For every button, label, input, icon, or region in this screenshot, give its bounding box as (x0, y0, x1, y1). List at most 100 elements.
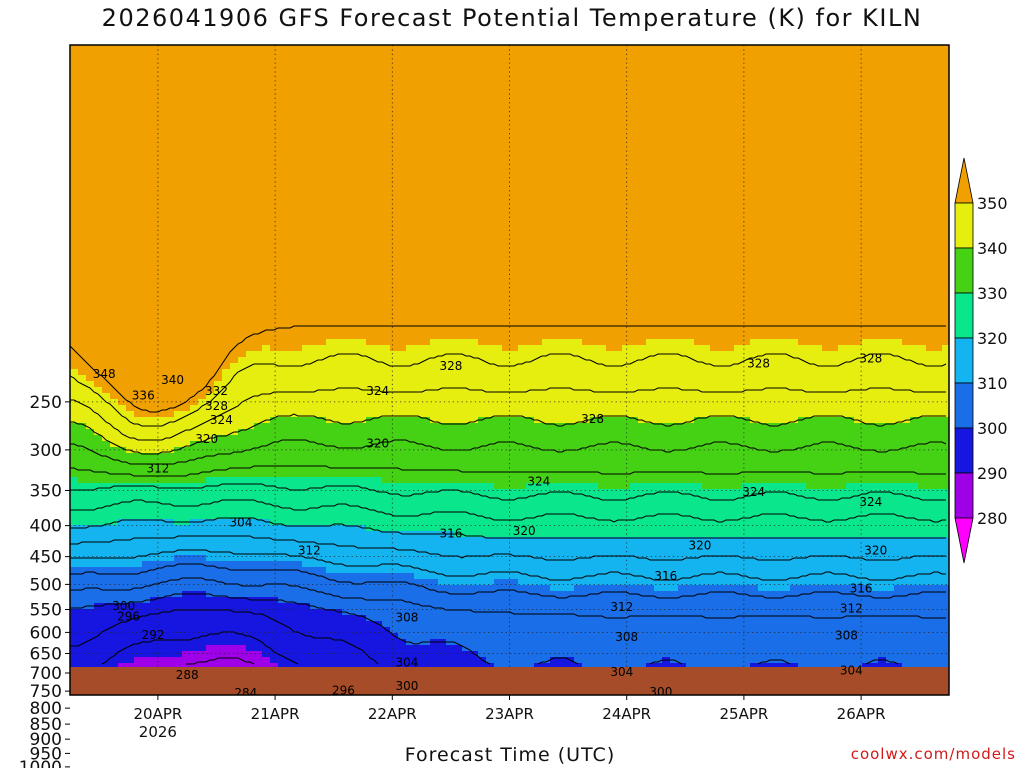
theta-cell (342, 171, 351, 178)
theta-cell (118, 273, 127, 280)
theta-cell (422, 201, 431, 208)
theta-cell (502, 57, 511, 64)
theta-cell (126, 213, 135, 220)
theta-cell (646, 69, 655, 76)
theta-cell (462, 57, 471, 64)
theta-cell (166, 159, 175, 166)
theta-cell (894, 285, 903, 292)
theta-cell (190, 75, 199, 82)
theta-cell (262, 249, 271, 256)
theta-cell (662, 117, 671, 124)
theta-cell (790, 171, 799, 178)
theta-cell (910, 213, 919, 220)
theta-cell (518, 171, 527, 178)
theta-cell (414, 201, 423, 208)
theta-cell (686, 303, 695, 310)
theta-cell (262, 45, 271, 52)
theta-cell (734, 213, 743, 220)
theta-cell (310, 99, 319, 106)
theta-cell (910, 243, 919, 250)
theta-cell (310, 75, 319, 82)
theta-cell (230, 153, 239, 160)
theta-cell (598, 195, 607, 202)
theta-cell (446, 309, 455, 316)
theta-cell (806, 291, 815, 298)
theta-cell (670, 285, 679, 292)
theta-cell (670, 117, 679, 124)
theta-cell (806, 177, 815, 184)
theta-cell (502, 237, 511, 244)
theta-cell (710, 57, 719, 64)
theta-cell (190, 147, 199, 154)
theta-cell (134, 273, 143, 280)
theta-cell (142, 87, 151, 94)
theta-cell (238, 237, 247, 244)
theta-cell (238, 171, 247, 178)
theta-cell (382, 309, 391, 316)
theta-cell (798, 75, 807, 82)
theta-cell (110, 219, 119, 226)
theta-cell (630, 165, 639, 172)
theta-cell (334, 63, 343, 70)
theta-cell (902, 297, 911, 304)
theta-cell (902, 159, 911, 166)
theta-cell (526, 117, 535, 124)
theta-cell (854, 279, 863, 286)
theta-cell (358, 207, 367, 214)
theta-cell (710, 153, 719, 160)
theta-cell (790, 177, 799, 184)
theta-cell (694, 195, 703, 202)
theta-cell (902, 291, 911, 298)
theta-cell (598, 81, 607, 88)
theta-cell (742, 111, 751, 118)
theta-cell (654, 303, 663, 310)
theta-cell (750, 219, 759, 226)
theta-cell (462, 81, 471, 88)
theta-cell (230, 147, 239, 154)
theta-cell (70, 201, 79, 208)
theta-cell (510, 183, 519, 190)
theta-cell (406, 177, 415, 184)
theta-cell (782, 183, 791, 190)
theta-cell (406, 303, 415, 310)
theta-cell (366, 303, 375, 310)
theta-cell (726, 297, 735, 304)
theta-cell (838, 237, 847, 244)
theta-cell (446, 171, 455, 178)
theta-cell (126, 153, 135, 160)
theta-cell (670, 93, 679, 100)
theta-cell (566, 255, 575, 262)
theta-cell (246, 231, 255, 238)
theta-cell (830, 117, 839, 124)
theta-cell (534, 219, 543, 226)
theta-cell (246, 303, 255, 310)
theta-cell (606, 63, 615, 70)
theta-cell (798, 195, 807, 202)
theta-cell (718, 273, 727, 280)
theta-cell (558, 279, 567, 286)
theta-cell (494, 135, 503, 142)
theta-cell (358, 177, 367, 184)
theta-cell (422, 183, 431, 190)
theta-cell (94, 165, 103, 172)
theta-cell (774, 57, 783, 64)
theta-cell (214, 261, 223, 268)
theta-cell (102, 309, 111, 316)
theta-cell (558, 291, 567, 298)
theta-cell (886, 129, 895, 136)
theta-cell (686, 99, 695, 106)
theta-cell (446, 255, 455, 262)
theta-cell (150, 123, 159, 130)
theta-cell (742, 75, 751, 82)
theta-cell (390, 117, 399, 124)
theta-cell (742, 303, 751, 310)
theta-cell (702, 261, 711, 268)
theta-cell (486, 69, 495, 76)
theta-cell (446, 45, 455, 52)
theta-cell (902, 51, 911, 58)
theta-cell (678, 81, 687, 88)
theta-cell (70, 141, 79, 148)
theta-cell (118, 297, 127, 304)
theta-cell (174, 267, 183, 274)
theta-cell (574, 105, 583, 112)
